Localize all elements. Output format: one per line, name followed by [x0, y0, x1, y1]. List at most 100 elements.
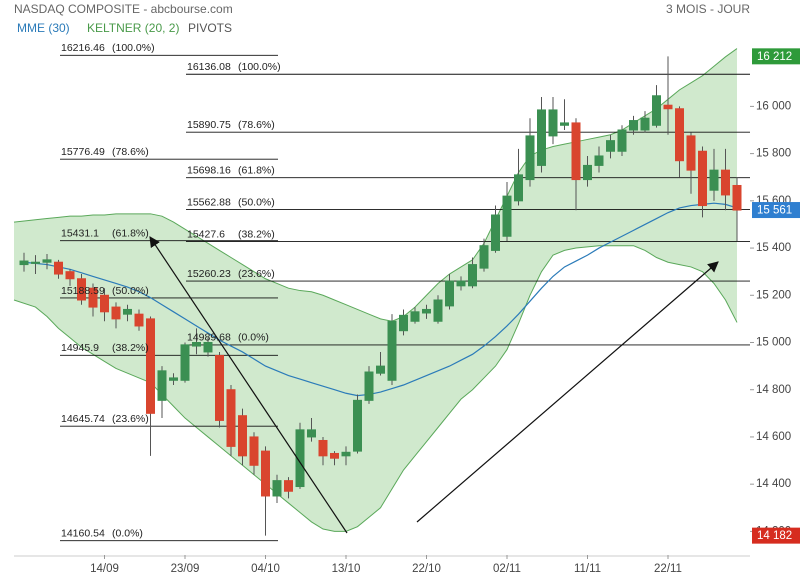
- candle-body: [410, 311, 420, 322]
- candle-body: [100, 294, 109, 313]
- pivot-pct: (78.6%): [238, 119, 275, 131]
- candle-body: [261, 450, 270, 497]
- pivot-value: 15260.23: [187, 268, 231, 280]
- candle-body: [364, 371, 374, 401]
- pivot-pct: (38.2%): [112, 342, 149, 354]
- candle-body: [514, 174, 523, 202]
- y-tick-label: 15 000: [756, 337, 791, 349]
- x-tick-label: 23/09: [171, 563, 200, 575]
- pivot-pct: (50.0%): [112, 285, 149, 297]
- pivot-value: 15890.75: [187, 119, 231, 131]
- candle-body: [709, 169, 719, 191]
- candle-body: [640, 117, 650, 131]
- x-tick-label: 22/10: [412, 563, 441, 575]
- candle-body: [88, 287, 98, 308]
- candle-body: [42, 259, 52, 263]
- candle-body: [146, 318, 155, 414]
- candle-body: [686, 135, 696, 171]
- x-tick-label: 02/11: [493, 563, 521, 575]
- candle-body: [226, 389, 236, 447]
- candle-body: [376, 365, 385, 374]
- candle-body: [594, 155, 604, 166]
- pivot-value: 15431.1: [61, 227, 99, 239]
- candle-body: [617, 129, 627, 152]
- candle-body: [652, 95, 661, 126]
- pivot-pct: (23.6%): [238, 268, 275, 280]
- candle-body: [307, 429, 316, 438]
- candle-body: [548, 109, 558, 137]
- legend-mme: MME (30): [17, 21, 70, 35]
- candle-body: [180, 344, 190, 381]
- pivot-value: 15698.16: [187, 164, 231, 176]
- candle-body: [249, 436, 259, 466]
- y-tick-label: 14 400: [756, 478, 791, 490]
- mme-line: [23, 202, 738, 397]
- candle-body: [272, 480, 282, 497]
- candle-body: [663, 104, 673, 110]
- candle-body: [560, 122, 569, 126]
- pivot-value: 15562.88: [187, 196, 231, 208]
- legend-pivots: PIVOTS: [188, 21, 232, 35]
- pivot-pct: (0.0%): [238, 332, 269, 344]
- trend-arrow: [416, 261, 719, 523]
- price-badge: [752, 527, 800, 544]
- price-badge-label: 16 212: [757, 51, 792, 63]
- y-tick-label: 15 400: [756, 242, 791, 254]
- y-tick-label: 15 200: [756, 289, 791, 301]
- x-tick-label: 11/11: [574, 563, 601, 575]
- price-badge: [752, 202, 800, 219]
- pivot-value: 14645.74: [61, 413, 105, 425]
- candle-body: [606, 140, 615, 152]
- pivot-pct: (100.0%): [238, 61, 281, 73]
- y-tick-label: 15 800: [756, 148, 791, 160]
- chart-title: NASDAQ COMPOSITE - abcbourse.com: [14, 2, 233, 16]
- x-tick-label: 22/11: [654, 563, 682, 575]
- candle-body: [203, 342, 213, 353]
- x-tick-label: 04/10: [251, 563, 280, 575]
- pivot-value: 15188.59: [61, 285, 105, 297]
- candle-body: [157, 370, 167, 401]
- pivot-pct: (50.0%): [238, 196, 275, 208]
- candle-body: [537, 109, 546, 166]
- pivot-value: 14989.68: [187, 332, 231, 344]
- keltner-lower: [13, 245, 738, 532]
- candle-body: [54, 261, 63, 275]
- pivot-pct: (61.8%): [238, 164, 275, 176]
- pivot-pct: (0.0%): [112, 527, 143, 539]
- pivot-value: 15776.49: [61, 146, 105, 158]
- candle-body: [525, 135, 535, 181]
- x-tick-label: 13/10: [332, 563, 361, 575]
- pivot-pct: (78.6%): [112, 146, 149, 158]
- candle-body: [399, 314, 408, 332]
- pivot-value: 15427.6: [187, 228, 225, 240]
- candle-body: [238, 415, 247, 457]
- candle-body: [732, 184, 742, 211]
- candle-body: [341, 451, 351, 457]
- price-badge-label: 14 182: [757, 530, 792, 542]
- candle-body: [123, 308, 132, 315]
- candle-body: [215, 354, 224, 421]
- y-tick-label: 14 600: [756, 431, 791, 443]
- candle-body: [318, 439, 328, 457]
- candle-body: [19, 260, 29, 266]
- pivot-value: 16216.46: [61, 42, 105, 54]
- candle-body: [698, 150, 707, 207]
- x-tick-label: 14/09: [90, 563, 119, 575]
- candle-body: [456, 280, 466, 287]
- pivot-value: 14945.9: [61, 342, 99, 354]
- candle-body: [479, 245, 489, 269]
- candle-body: [284, 480, 293, 492]
- candle-body: [295, 429, 305, 488]
- y-tick-label: 16 000: [756, 100, 791, 112]
- candle-body: [422, 308, 431, 314]
- candle-body: [583, 164, 592, 181]
- candle-body: [77, 278, 86, 301]
- candle-body: [192, 342, 201, 347]
- pivot-value: 14160.54: [61, 527, 105, 539]
- pivot-pct: (38.2%): [238, 228, 275, 240]
- candle-body: [433, 299, 443, 322]
- pivot-pct: (100.0%): [112, 42, 155, 54]
- candle-body: [65, 271, 75, 280]
- candle-body: [468, 264, 477, 287]
